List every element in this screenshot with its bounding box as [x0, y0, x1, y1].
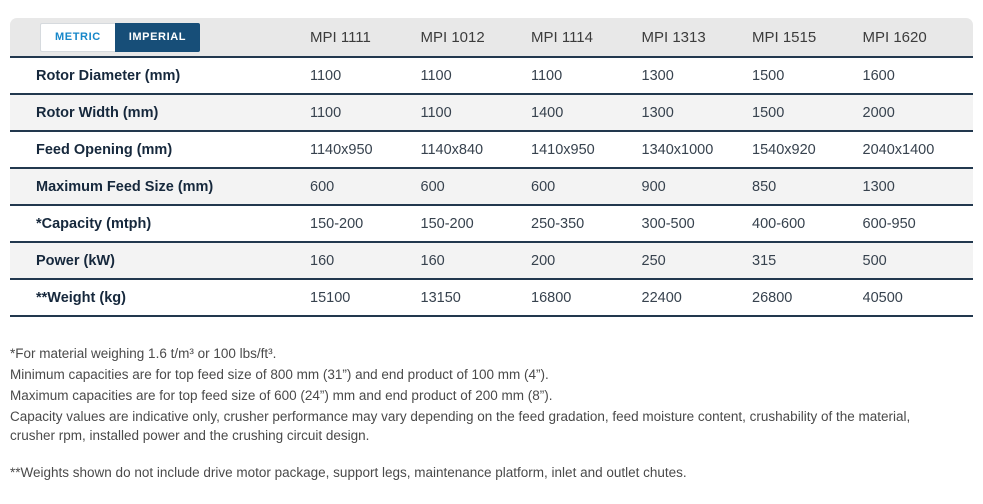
cell-value: 1300: [862, 178, 895, 195]
cell-value: 150-200: [310, 215, 364, 232]
column-header-mpi-1012: MPI 1012: [420, 28, 485, 46]
cell-value: 40500: [862, 289, 903, 306]
cell-value: 1410x950: [531, 141, 595, 158]
table-row: Rotor Width (mm) 1100 1100 1400 1300 1500 2000: [10, 93, 973, 130]
cell-value: 1340x1000: [641, 141, 714, 158]
cell-value: 13150: [420, 289, 461, 306]
cell-value: 150-200: [420, 215, 474, 232]
cell-value: 22400: [641, 289, 682, 306]
cell-value: 400-600: [752, 215, 806, 232]
cell-value: 26800: [752, 289, 793, 306]
cell-value: 1600: [862, 67, 895, 84]
table-row: Power (kW) 160 160 200 250 315 500: [10, 241, 973, 278]
cell-value: 900: [641, 178, 666, 195]
cell-value: 1100: [420, 104, 452, 121]
cell-value: 1100: [310, 67, 342, 84]
cell-value: 315: [752, 252, 777, 269]
cell-value: 15100: [310, 289, 351, 306]
row-label: Feed Opening (mm): [36, 141, 173, 158]
cell-value: 600-950: [862, 215, 916, 232]
cell-value: 200: [531, 252, 556, 269]
column-header-mpi-1111: MPI 1111: [310, 28, 371, 46]
cell-value: 1300: [641, 104, 674, 121]
metric-toggle-button[interactable]: METRIC: [40, 22, 115, 52]
column-header-mpi-1515: MPI 1515: [752, 28, 817, 46]
cell-value: 1300: [641, 67, 674, 84]
row-label: Rotor Diameter (mm): [36, 67, 181, 84]
cell-value: 300-500: [641, 215, 695, 232]
footnote-line: *For material weighing 1.6 t/m³ or 100 l…: [10, 346, 277, 361]
row-label: Maximum Feed Size (mm): [36, 178, 214, 195]
table-row: Maximum Feed Size (mm) 600 600 600 900 850 130…: [10, 167, 973, 204]
cell-value: 600: [420, 178, 445, 195]
cell-value: 1140x840: [420, 141, 484, 158]
cell-value: 250-350: [531, 215, 585, 232]
cell-value: 1500: [752, 67, 785, 84]
row-label: Rotor Width (mm): [36, 104, 159, 121]
cell-value: 2040x1400: [862, 141, 935, 158]
column-header-mpi-1620: MPI 1620: [862, 28, 927, 46]
table-row: Rotor Diameter (mm) 1100 1100 1100 1300 1500 1…: [10, 56, 973, 93]
imperial-toggle-button[interactable]: IMPERIAL: [114, 22, 201, 52]
cell-value: 250: [641, 252, 666, 269]
cell-value: 850: [752, 178, 777, 195]
unit-toggle: METRIC IMPERIAL: [36, 22, 310, 52]
footnote-line: Minimum capacities are for top feed size…: [10, 367, 549, 382]
cell-value: 600: [310, 178, 335, 195]
cell-value: 1100: [420, 67, 452, 84]
column-header-mpi-1114: MPI 1114: [531, 28, 593, 46]
cell-value: 160: [310, 252, 335, 269]
cell-value: 1140x950: [310, 141, 373, 158]
row-label: *Capacity (mtph): [36, 215, 152, 232]
cell-value: 1100: [310, 104, 342, 121]
cell-value: 1400: [531, 104, 564, 121]
footnote-line: Maximum capacities are for top feed size…: [10, 388, 553, 403]
table-header-row: METRIC IMPERIAL MPI 1111 MPI 1012 MPI 1114…: [10, 18, 973, 56]
cell-value: 1540x920: [752, 141, 816, 158]
table-row: **Weight (kg) 15100 13150 16800 22400 26800 40…: [10, 278, 973, 315]
cell-value: 2000: [862, 104, 895, 121]
spec-table: METRIC IMPERIAL MPI 1111 MPI 1012 MPI 1114…: [10, 18, 973, 317]
cell-value: 1100: [531, 67, 563, 84]
footnote-line: Capacity values are indicative only, cru…: [10, 409, 911, 443]
unit-toggle-cell: METRIC IMPERIAL: [10, 22, 310, 52]
row-label: Power (kW): [36, 252, 115, 269]
column-header-mpi-1313: MPI 1313: [641, 28, 706, 46]
row-label: **Weight (kg): [36, 289, 126, 306]
cell-value: 160: [420, 252, 445, 269]
footnote-line: **Weights shown do not include drive mot…: [10, 465, 687, 480]
cell-value: 500: [862, 252, 887, 269]
table-row: Feed Opening (mm) 1140x950 1140x840 1410x95…: [10, 130, 973, 167]
table-body: Rotor Diameter (mm) 1100 1100 1100 1300 1500 1…: [10, 56, 973, 315]
cell-value: 16800: [531, 289, 572, 306]
cell-value: 1500: [752, 104, 785, 121]
cell-value: 600: [531, 178, 556, 195]
footnotes: *For material weighing 1.6 t/m³ or 100 l…: [10, 344, 958, 482]
table-row: *Capacity (mtph) 150-200 150-200 250-350 300…: [10, 204, 973, 241]
